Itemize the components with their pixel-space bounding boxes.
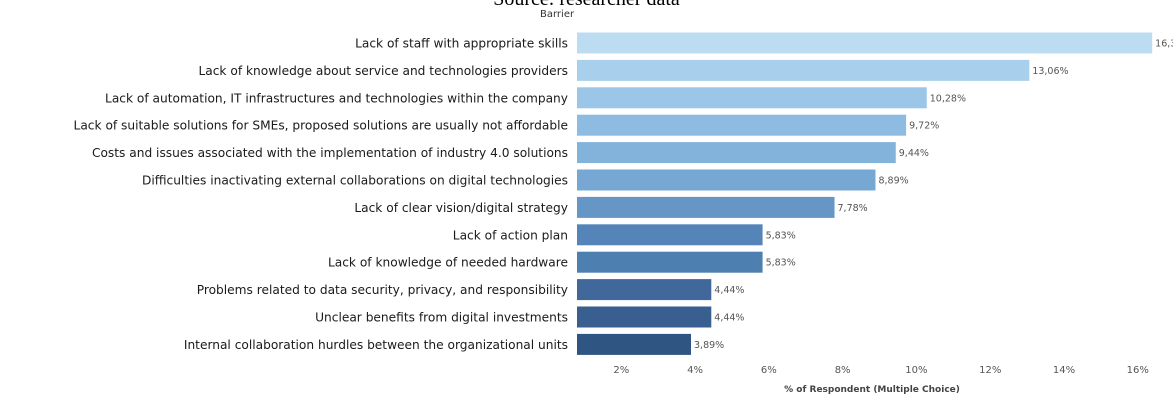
- x-tick-label: 14%: [1053, 365, 1075, 376]
- value-label: 3,89%: [694, 340, 724, 351]
- value-label: 9,44%: [899, 148, 929, 159]
- category-label: Unclear benefits from digital investment…: [315, 311, 568, 325]
- bar: [577, 251, 763, 273]
- x-tick-label: 8%: [835, 365, 851, 376]
- value-label: 13,06%: [1032, 66, 1068, 77]
- value-label: 5,83%: [766, 230, 796, 241]
- category-header: Barrier: [540, 9, 575, 20]
- category-label: Lack of automation, IT infrastructures a…: [105, 91, 568, 105]
- value-label: 4,44%: [714, 313, 744, 324]
- category-label: Problems related to data security, priva…: [197, 283, 568, 297]
- category-label: Lack of staff with appropriate skills: [355, 37, 568, 51]
- x-tick-label: 16%: [1127, 365, 1149, 376]
- category-label: Costs and issues associated with the imp…: [92, 146, 568, 160]
- value-label: 5,83%: [766, 258, 796, 269]
- category-label: Internal collaboration hurdles between t…: [184, 338, 568, 352]
- bar: [577, 306, 712, 328]
- x-tick-label: 12%: [979, 365, 1001, 376]
- x-tick-label: 6%: [761, 365, 777, 376]
- value-label: 8,89%: [878, 176, 908, 187]
- category-label: Difficulties inactivating external colla…: [142, 174, 568, 188]
- bar: [577, 142, 896, 164]
- category-label: Lack of suitable solutions for SMEs, pro…: [74, 119, 568, 133]
- bar: [577, 333, 692, 355]
- bar: [577, 87, 927, 109]
- bar: [577, 59, 1030, 81]
- x-tick-label: 10%: [905, 365, 927, 376]
- bar: [577, 279, 712, 301]
- category-label: Lack of action plan: [453, 228, 568, 242]
- value-label: 9,72%: [909, 121, 939, 132]
- bar: [577, 32, 1153, 54]
- value-label: 10,28%: [930, 93, 966, 104]
- category-label: Lack of knowledge of needed hardware: [328, 256, 568, 270]
- source-caption: Source: researcher data: [0, 0, 1173, 11]
- category-label: Lack of knowledge about service and tech…: [198, 64, 568, 78]
- x-tick-label: 4%: [687, 365, 703, 376]
- bar: [577, 169, 876, 191]
- bar: [577, 114, 907, 136]
- x-tick-label: 2%: [613, 365, 629, 376]
- value-label: 16,39%: [1155, 39, 1173, 50]
- bar: [577, 224, 763, 246]
- value-label: 7,78%: [838, 203, 868, 214]
- category-label: Lack of clear vision/digital strategy: [354, 201, 568, 215]
- bar: [577, 196, 835, 218]
- x-axis-title: % of Respondent (Multiple Choice): [784, 385, 960, 395]
- value-label: 4,44%: [714, 285, 744, 296]
